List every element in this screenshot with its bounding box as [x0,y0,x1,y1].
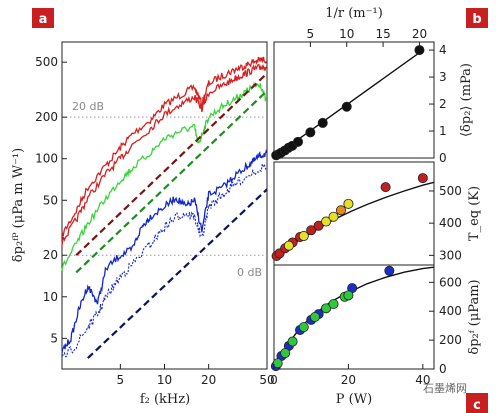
y-tick-label: 20 [43,248,58,262]
data-series-line [61,81,268,271]
panel-c-frame [273,161,435,266]
trend-line [75,90,268,274]
data-series-line [61,63,267,246]
y-tick-label: 50 [43,193,58,207]
y-tick-label: 200 [35,110,58,124]
x-tick-label: 20 [201,373,216,387]
panel-a-badge [32,8,54,28]
data-point [306,225,317,236]
y-axis-label: δp₂ᶠ (μPam) [467,279,482,354]
y-axis-label: T_eq (K) [467,186,482,241]
reference-line-label: 0 dB [237,266,262,279]
x-tick-label: 10 [339,27,354,41]
x-tick-label: 0 [270,373,278,387]
y-tick-label: 2 [439,97,447,111]
x-axis-label: P (W) [336,392,372,407]
panel-b-frame [273,41,435,159]
data-point [343,290,354,301]
watermark: 石墨烯网 [423,382,467,395]
data-point [328,298,339,309]
data-point [321,303,332,314]
data-point [328,211,339,222]
data-point [343,198,354,209]
y-tick-label: 3 [439,70,447,84]
data-point [309,311,320,322]
y-tick-label: 1 [439,124,447,138]
data-series-line [61,163,267,358]
data-point [305,127,316,138]
data-point [417,173,428,184]
panel-c-label: c [473,398,481,413]
panel-d-frame [273,264,435,370]
fit-curve [273,266,435,370]
x-tick-label: 40 [415,373,430,387]
y-tick-label: 100 [35,152,58,166]
y-axis-label: δp₂ᶠᴾ (μPa m W⁻¹) [11,148,26,262]
x-tick-label: 15 [375,27,390,41]
y-tick-label: 0 [439,362,447,376]
data-point [287,336,298,347]
y-tick-label: 400 [439,216,462,230]
data-point [341,101,352,112]
y-tick-label: 5 [50,331,58,345]
y-tick-label: 200 [439,333,462,347]
y-tick-label: 0 [439,151,447,165]
x-tick-label: 20 [341,373,356,387]
data-point [280,348,291,359]
data-point [384,265,395,276]
x-axis-label: 1/r (m⁻¹) [325,6,383,21]
reference-line-label: 20 dB [72,100,104,113]
x-tick-label: 10 [157,373,172,387]
x-axis-label: f₂ (kHz) [140,392,190,407]
y-tick-label: 600 [439,275,462,289]
data-point [272,358,283,369]
y-tick-label: 400 [439,304,462,318]
y-tick-label: 500 [439,184,462,198]
data-series-line [61,149,268,354]
y-tick-label: 500 [35,55,58,69]
y-axis-label: ⟨δp₂⟩ (mPa) [459,63,474,137]
data-point [298,231,309,242]
data-point [298,322,309,333]
data-point [317,117,328,128]
data-point [292,136,303,147]
data-point [321,216,332,227]
panel-a-label: a [39,12,48,27]
x-tick-label: 5 [307,27,315,41]
y-tick-label: 4 [439,43,447,57]
panel-b-label: b [472,12,481,27]
y-tick-label: 300 [439,248,462,262]
data-point [380,182,391,193]
fit-curve [273,181,435,259]
data-series-line [61,56,268,237]
x-tick-label: 50 [259,373,274,387]
data-point [313,220,324,231]
trend-line [87,188,268,359]
data-point [283,240,294,251]
panel-b-badge [466,8,488,28]
panel-c-badge [466,393,488,413]
x-tick-label: 5 [117,373,125,387]
x-tick-label: 20 [412,27,427,41]
y-tick-label: 10 [43,290,58,304]
data-point [335,205,346,216]
